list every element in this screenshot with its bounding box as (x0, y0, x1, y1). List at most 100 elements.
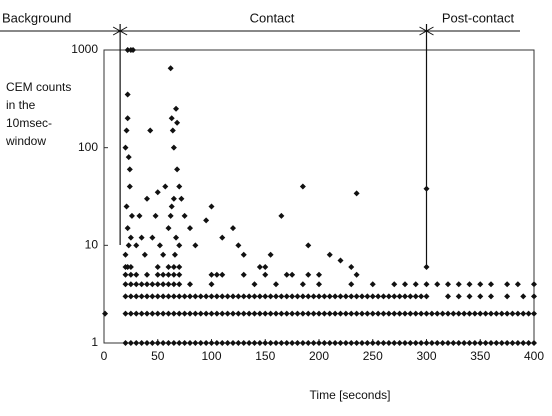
point (321, 340, 328, 346)
point (251, 340, 258, 346)
point (273, 340, 279, 346)
x-tick-label: 0 (101, 349, 108, 363)
point (450, 310, 457, 317)
point (165, 264, 172, 271)
point (122, 281, 129, 288)
point (160, 281, 167, 288)
point (176, 183, 183, 190)
point (466, 310, 473, 317)
point (326, 251, 333, 258)
point (273, 310, 279, 317)
point (445, 340, 451, 346)
point (369, 310, 376, 317)
x-tick-label: 100 (201, 349, 221, 363)
point (283, 310, 290, 317)
point (122, 144, 129, 151)
point (213, 340, 220, 346)
point (213, 293, 220, 300)
point (136, 212, 143, 219)
point (412, 340, 419, 346)
point (125, 242, 132, 249)
point (102, 310, 109, 317)
point (144, 340, 150, 346)
point (181, 212, 188, 219)
point (520, 310, 527, 317)
point (165, 340, 172, 346)
point (181, 310, 188, 317)
point (337, 310, 344, 317)
point (267, 340, 274, 346)
point (160, 310, 167, 317)
point (326, 310, 333, 317)
point (224, 310, 231, 317)
point (165, 281, 172, 288)
point (359, 293, 365, 300)
point (240, 271, 247, 278)
point (138, 281, 145, 288)
point (262, 310, 269, 317)
point (124, 264, 131, 271)
point (316, 310, 322, 317)
point (203, 217, 210, 224)
point (133, 340, 140, 346)
point (359, 340, 365, 346)
point (144, 195, 150, 202)
point (251, 310, 258, 317)
point (127, 281, 134, 288)
point (428, 340, 435, 346)
point (364, 310, 371, 317)
point (170, 195, 177, 202)
point (230, 340, 236, 346)
point (434, 310, 441, 317)
point (251, 281, 258, 288)
point (154, 281, 161, 288)
point (160, 271, 167, 278)
point (455, 340, 462, 346)
point (434, 340, 441, 346)
phase-label: Background (2, 10, 71, 25)
point (299, 281, 306, 288)
point (208, 310, 215, 317)
point (170, 264, 177, 271)
point (509, 340, 516, 346)
point (364, 293, 371, 300)
point (423, 185, 430, 192)
point (498, 310, 505, 317)
point (187, 293, 193, 300)
point (477, 340, 484, 346)
point (138, 310, 145, 317)
point (208, 271, 215, 278)
point (192, 293, 199, 300)
point (176, 310, 183, 317)
point (230, 225, 236, 232)
point (267, 293, 274, 300)
point (122, 340, 129, 346)
point (124, 91, 131, 98)
point (348, 310, 355, 317)
point (208, 281, 215, 288)
y-axis-label: in the (6, 98, 36, 112)
point (531, 293, 537, 300)
point (246, 340, 253, 346)
point (305, 242, 312, 249)
x-axis-label: Time [seconds] (310, 388, 391, 402)
point (375, 340, 382, 346)
point (122, 293, 129, 300)
point (283, 340, 290, 346)
point (385, 340, 392, 346)
point (380, 310, 387, 317)
point (418, 340, 425, 346)
point (466, 281, 473, 288)
point (450, 340, 457, 346)
point (152, 212, 159, 219)
point (353, 190, 360, 197)
point (402, 340, 408, 346)
point (160, 251, 167, 258)
point (342, 310, 349, 317)
point (332, 340, 339, 346)
point (154, 293, 161, 300)
point (262, 340, 269, 346)
point (213, 271, 220, 278)
point (353, 293, 360, 300)
point (445, 310, 451, 317)
